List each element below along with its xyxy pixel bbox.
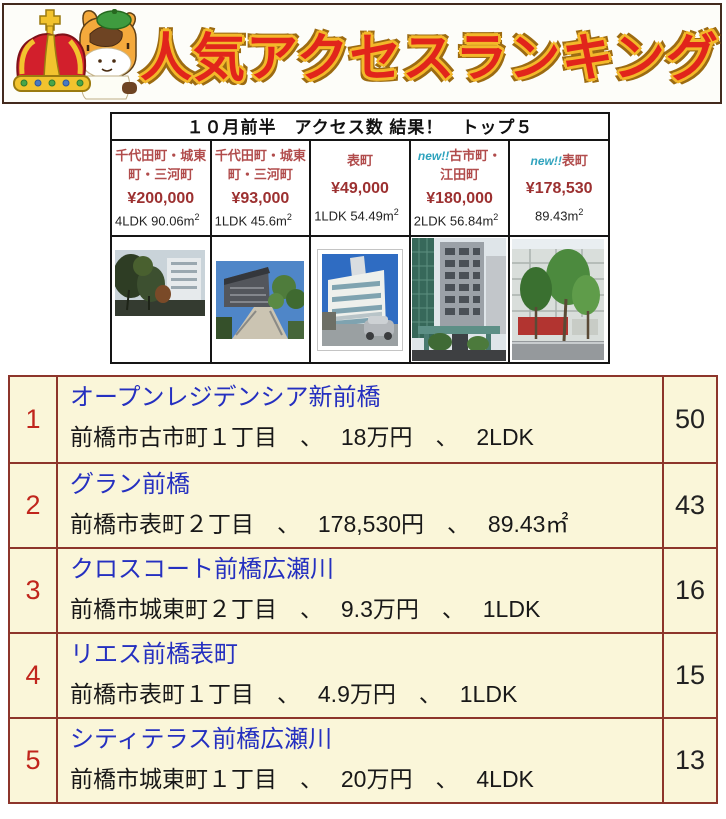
price: ¥200,000: [127, 189, 195, 207]
floor-plan-size: 4LDK 90.06m2: [115, 212, 200, 229]
ranking-row-2: 2 グラン前橋 前橋市表町２丁目 、 178,530円 、 89.43㎡ 43: [10, 462, 716, 547]
price: ¥49,000: [331, 180, 389, 198]
property-photo-4[interactable]: [411, 238, 506, 361]
area-name: 千代田町・城東町・三河町: [214, 148, 306, 183]
property-details: 前橋市城東町１丁目 、 20万円 、 4LDK: [70, 766, 534, 793]
access-count: 15: [662, 634, 716, 717]
rank-number: 1: [10, 377, 58, 462]
rank-number: 3: [10, 549, 58, 632]
rank-number: 5: [10, 719, 58, 802]
photo-cell-3: [311, 237, 409, 362]
property-header-5: new!!表町 ¥178,530 89.43m2: [510, 141, 608, 237]
top5-summary-table: １０月前半 アクセス数 結果！ トップ５ 千代田町・城東町・三河町 ¥200,0…: [110, 112, 610, 364]
area-name: new!!表町: [530, 153, 588, 169]
photo-cell-4: [410, 237, 509, 362]
summary-column-3: 表町 ¥49,000 1LDK 54.49m2: [309, 141, 409, 362]
photo-cell-2: [211, 237, 310, 362]
page-title: 人気アクセスランキング: [140, 30, 719, 88]
access-count: 13: [662, 719, 716, 802]
summary-title: １０月前半 アクセス数 結果！ トップ５: [112, 114, 608, 141]
property-photo-5[interactable]: [512, 239, 605, 360]
access-count: 50: [662, 377, 716, 462]
summary-column-5: new!!表町 ¥178,530 89.43m2: [508, 141, 608, 362]
property-photo-3[interactable]: [322, 254, 399, 346]
property-link[interactable]: オープンレジデンシア新前橋: [70, 384, 381, 411]
property-header-1: 千代田町・城東町・三河町 ¥200,000 4LDK 90.06m2: [112, 141, 210, 237]
photo-cell-1: [112, 237, 210, 362]
floor-plan-size: 1LDK 54.49m2: [314, 207, 399, 224]
property-header-2: 千代田町・城東町・三河町 ¥93,000 1LDK 45.6m2: [211, 141, 310, 237]
ranking-main: シティテラス前橋広瀬川 前橋市城東町１丁目 、 20万円 、 4LDK: [58, 719, 662, 802]
ranking-table: 1 オープンレジデンシア新前橋 前橋市古市町１丁目 、 18万円 、 2LDK …: [8, 375, 718, 804]
price: ¥93,000: [231, 189, 290, 207]
ranking-main: オープンレジデンシア新前橋 前橋市古市町１丁目 、 18万円 、 2LDK: [58, 377, 662, 462]
ranking-main: リエス前橋表町 前橋市表町１丁目 、 4.9万円 、 1LDK: [58, 634, 662, 717]
rank-number: 4: [10, 634, 58, 717]
property-link[interactable]: グラン前橋: [70, 471, 190, 498]
ranking-row-3: 3 クロスコート前橋広瀬川 前橋市城東町２丁目 、 9.3万円 、 1LDK 1…: [10, 547, 716, 632]
area-name: 千代田町・城東町・三河町: [115, 148, 207, 183]
summary-column-1: 千代田町・城東町・三河町 ¥200,000 4LDK 90.06m2: [112, 141, 210, 362]
new-badge: new!!: [417, 149, 450, 164]
property-details: 前橋市城東町２丁目 、 9.3万円 、 1LDK: [70, 596, 541, 623]
price: ¥180,000: [426, 189, 493, 207]
ranking-main: グラン前橋 前橋市表町２丁目 、 178,530円 、 89.43㎡: [58, 464, 662, 547]
property-link[interactable]: クロスコート前橋広瀬川: [70, 556, 334, 583]
area-name: new!!古市町・江田町: [417, 148, 502, 183]
property-details: 前橋市古市町１丁目 、 18万円 、 2LDK: [70, 424, 534, 451]
property-link[interactable]: リエス前橋表町: [70, 641, 238, 668]
access-count: 16: [662, 549, 716, 632]
property-header-4: new!!古市町・江田町 ¥180,000 2LDK 56.84m2: [410, 141, 509, 237]
mascot-horse-crown-icon: [13, 9, 137, 100]
summary-column-2: 千代田町・城東町・三河町 ¥93,000 1LDK 45.6m2: [209, 141, 310, 362]
summary-column-4: new!!古市町・江田町 ¥180,000 2LDK 56.84m2: [408, 141, 509, 362]
summary-columns: 千代田町・城東町・三河町 ¥200,000 4LDK 90.06m2: [112, 141, 608, 362]
header-banner: 人気アクセスランキング: [2, 3, 722, 104]
ranking-main: クロスコート前橋広瀬川 前橋市城東町２丁目 、 9.3万円 、 1LDK: [58, 549, 662, 632]
ranking-row-4: 4 リエス前橋表町 前橋市表町１丁目 、 4.9万円 、 1LDK 15: [10, 632, 716, 717]
floor-plan-size: 2LDK 56.84m2: [413, 212, 499, 229]
property-header-3: 表町 ¥49,000 1LDK 54.49m2: [311, 141, 409, 237]
ranking-row-1: 1 オープンレジデンシア新前橋 前橋市古市町１丁目 、 18万円 、 2LDK …: [10, 377, 716, 462]
floor-plan-size: 1LDK 45.6m2: [214, 212, 292, 229]
access-count: 43: [662, 464, 716, 547]
property-details: 前橋市表町２丁目 、 178,530円 、 89.43㎡: [70, 511, 569, 538]
rank-number: 2: [10, 464, 58, 547]
property-details: 前橋市表町１丁目 、 4.9万円 、 1LDK: [70, 681, 518, 708]
property-link[interactable]: シティテラス前橋広瀬川: [70, 726, 333, 753]
property-photo-1[interactable]: [115, 250, 205, 316]
ranking-row-5: 5 シティテラス前橋広瀬川 前橋市城東町１丁目 、 20万円 、 4LDK 13: [10, 717, 716, 802]
area-name: 表町: [346, 153, 373, 169]
new-badge: new!!: [530, 154, 562, 169]
property-photo-2[interactable]: [215, 261, 304, 339]
floor-plan-size: 89.43m2: [534, 207, 584, 224]
photo-frame: [317, 249, 404, 351]
photo-cell-5: [510, 237, 608, 362]
price: ¥178,530: [525, 180, 593, 198]
